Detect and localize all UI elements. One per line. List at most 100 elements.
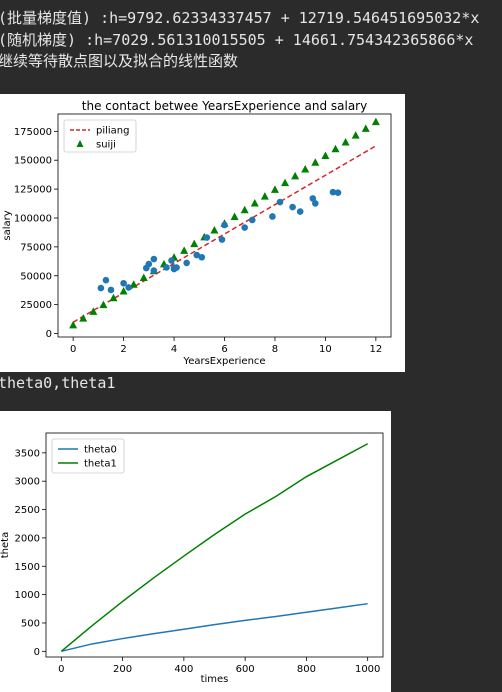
scatter-point-suiji [230,212,239,220]
x-axis-label: YearsExperience [182,356,265,367]
scatter-point-suiji [190,239,199,248]
scatter-point-suiji [341,137,350,146]
scatter-point-suiji [129,280,138,288]
y-tick-label: 150000 [14,156,52,167]
legend-label-suiji: suiji [96,140,116,151]
scatter-point-data [198,253,206,261]
y-tick-label: 0 [46,329,52,340]
scatter-point-suiji [240,205,249,214]
scatter-point-data [309,195,317,202]
scatter-point-suiji [281,178,290,187]
x-tick-label: 0 [58,664,64,675]
legend-swatch-suiji [76,140,84,147]
y-tick-label: 2000 [15,533,40,544]
theta-line-figure: 0 200 400 600 800 1000 0 500 1000 1500 2000 2500 300… [0,411,391,692]
scatter-point-data [150,255,158,263]
scatter-point-suiji [210,226,219,234]
scatter-point-suiji [321,151,330,160]
scatter-point-suiji [99,300,108,309]
y-axis-label: salary [2,210,13,240]
y-tick-label: 175000 [14,127,52,138]
legend-label-theta1: theta1 [84,459,117,470]
scatter-point-suiji [180,246,189,254]
output-line-waiting-message: 继续等待散点图以及拟合的线性函数 [0,52,239,70]
y-tick-label: 500 [21,618,40,629]
scatter-point-suiji [119,287,128,295]
scatter-point-data [107,286,115,294]
scatter-point-data [248,216,256,224]
y-tick-label: 1500 [15,562,40,573]
scatter-point-data [120,279,127,287]
scatter-point-data [276,198,284,206]
scatter-point-suiji [291,171,300,180]
y-tick-label: 50000 [20,271,52,282]
scatter-point-suiji [301,165,310,173]
x-tick-label: 600 [236,664,255,675]
scatter-point-data [102,276,110,284]
x-tick-label: 1000 [355,664,380,675]
scatter-point-suiji [109,293,118,302]
x-tick-label: 200 [113,664,132,675]
y-tick-label: 2500 [15,505,40,516]
scatter-point-data [163,264,170,271]
scatter-point-data [329,188,337,196]
scatter-point-data [145,260,153,268]
chart-title: the contact betwee YearsExperience and s… [82,99,367,113]
scatter-point-suiji [371,117,380,126]
series-line-theta1 [60,443,369,652]
y-tick-label: 3000 [15,477,40,488]
scatter-point-suiji [250,198,259,207]
scatter-point-data [168,257,175,264]
legend-label-piliang: piliang [96,126,130,137]
scatter-point-data [218,236,226,243]
y-tick-label: 0 [34,647,40,658]
scatter-point-suiji [361,124,370,132]
scatter-point-suiji [260,192,269,200]
x-tick-label: 0 [70,344,76,355]
x-tick-label: 4 [171,344,177,355]
series-line-piliang [72,145,377,323]
x-tick-label: 800 [297,664,316,675]
scatter-point-data [269,213,276,220]
x-axis-label: times [201,674,229,685]
scatter-point-data [150,267,158,274]
scatter-point-data [193,251,201,259]
y-axis-label: theta [0,532,11,558]
output-line-stochastic-gradient: (随机梯度) :h=7029.561310015505 + 14661.7543… [0,31,474,49]
scatter-point-suiji [139,273,148,281]
scatter-point-suiji [270,185,279,193]
y-tick-label: 100000 [14,213,52,224]
y-tick-label: 125000 [14,185,52,196]
scatter-point-data [296,208,304,215]
y-tick-label: 75000 [20,242,52,253]
scatter-point-suiji [351,131,360,139]
series-line-theta0 [61,602,368,653]
y-tick-label: 3500 [15,448,40,459]
scatter-point-suiji [89,307,98,315]
scatter-point-data [125,284,132,291]
x-tick-label: 12 [369,344,382,355]
legend-box [51,438,125,474]
output-line-theta: theta0,theta1 [0,374,116,392]
x-tick-label: 6 [221,344,227,355]
legend-label-theta0: theta0 [84,445,117,456]
output-line-batch-gradient: (批量梯度值) :h=9792.62334337457 + 12719.5464… [0,9,480,27]
theta-line-chart: 0 200 400 600 800 1000 0 500 1000 1500 2000 2500 300… [0,432,384,685]
salary-scatter-figure: 0 2 4 6 8 10 12 0 25000 50000 75000 100000 125000 150… [0,94,405,372]
scatter-point-data [183,259,190,267]
scatter-point-data [173,264,180,271]
salary-scatter-chart: 0 2 4 6 8 10 12 0 25000 50000 75000 100000 125000 150… [2,99,392,367]
x-tick-label: 8 [272,344,278,355]
scatter-point-suiji [311,158,320,166]
scatter-point-suiji [69,320,78,329]
scatter-point-data [97,284,105,292]
scatter-point-data [289,203,296,211]
scatter-point-data [334,189,342,197]
scatter-point-data [221,221,228,229]
scatter-point-data [312,200,319,207]
scatter-point-data [241,224,248,231]
x-tick-label: 400 [174,664,193,675]
scatter-point-suiji [79,314,88,322]
x-tick-label: 2 [120,344,126,355]
plot-frame [45,432,384,658]
